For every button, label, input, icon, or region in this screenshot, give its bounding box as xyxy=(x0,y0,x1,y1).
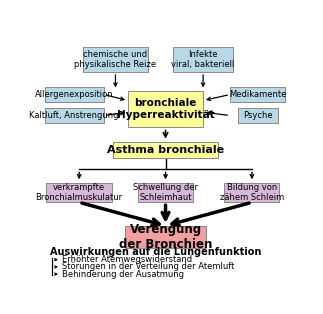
FancyBboxPatch shape xyxy=(173,47,233,72)
FancyBboxPatch shape xyxy=(83,47,148,72)
Text: bronchiale
Hyperreaktivität: bronchiale Hyperreaktivität xyxy=(117,98,214,120)
Text: Behinderung der Ausatmung: Behinderung der Ausatmung xyxy=(62,270,184,279)
Text: verkrampfte
Bronchialmuskulatur: verkrampfte Bronchialmuskulatur xyxy=(36,183,123,202)
FancyBboxPatch shape xyxy=(113,142,218,158)
Text: Psyche: Psyche xyxy=(243,111,273,120)
Text: Schwellung der
Schleimhaut: Schwellung der Schleimhaut xyxy=(133,183,198,202)
Text: chemische und
physikalische Reize: chemische und physikalische Reize xyxy=(74,50,157,69)
Text: Kaltluft, Anstrengung: Kaltluft, Anstrengung xyxy=(29,111,119,120)
Text: Infekte
viral, bakteriell: Infekte viral, bakteriell xyxy=(172,50,235,69)
Text: Verengung
der Bronchien: Verengung der Bronchien xyxy=(119,223,212,251)
FancyBboxPatch shape xyxy=(46,182,112,202)
FancyBboxPatch shape xyxy=(230,87,285,102)
FancyBboxPatch shape xyxy=(45,87,104,102)
FancyBboxPatch shape xyxy=(125,226,205,248)
FancyBboxPatch shape xyxy=(138,182,193,202)
FancyBboxPatch shape xyxy=(128,91,203,127)
Text: Erhöhter Atemwegswiderstand: Erhöhter Atemwegswiderstand xyxy=(62,255,192,264)
Text: Asthma bronchiale: Asthma bronchiale xyxy=(107,145,224,155)
Text: Bildung von
zähem Schleim: Bildung von zähem Schleim xyxy=(220,183,284,202)
Text: Medikamente: Medikamente xyxy=(229,90,287,99)
Text: Störungen in der Verteilung der Atemluft: Störungen in der Verteilung der Atemluft xyxy=(62,263,234,271)
FancyBboxPatch shape xyxy=(45,108,104,123)
Text: Auswirkungen auf die Lungenfunktion: Auswirkungen auf die Lungenfunktion xyxy=(50,247,262,257)
Text: Allergenexposition: Allergenexposition xyxy=(35,90,113,99)
FancyBboxPatch shape xyxy=(238,108,278,123)
FancyBboxPatch shape xyxy=(224,182,279,202)
